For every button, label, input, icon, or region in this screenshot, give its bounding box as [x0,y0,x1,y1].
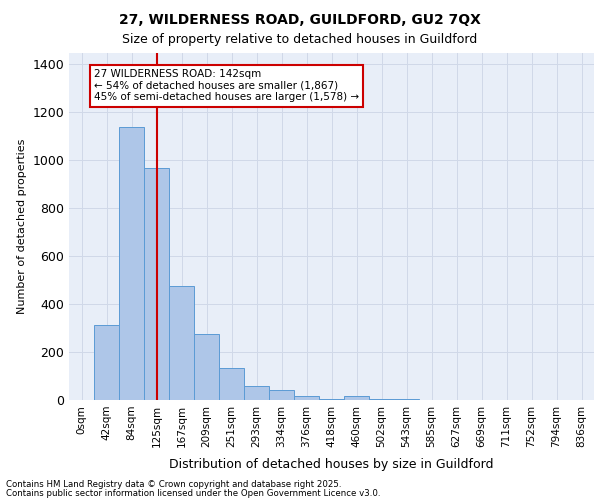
Bar [244,386,269,400]
Bar [319,399,344,400]
Text: 27 WILDERNESS ROAD: 142sqm
← 54% of detached houses are smaller (1,867)
45% of s: 27 WILDERNESS ROAD: 142sqm ← 54% of deta… [94,70,359,102]
Bar [219,368,244,400]
Bar [169,286,194,400]
Text: Size of property relative to detached houses in Guildford: Size of property relative to detached ho… [122,32,478,46]
Bar [119,127,144,400]
Bar [269,390,294,400]
Bar [294,396,319,400]
Text: Contains public sector information licensed under the Open Government Licence v3: Contains public sector information licen… [6,488,380,498]
Bar [394,399,419,400]
Y-axis label: Number of detached properties: Number of detached properties [17,138,27,314]
Bar [369,399,394,400]
Bar [194,334,219,400]
Text: Contains HM Land Registry data © Crown copyright and database right 2025.: Contains HM Land Registry data © Crown c… [6,480,341,489]
Text: 27, WILDERNESS ROAD, GUILDFORD, GU2 7QX: 27, WILDERNESS ROAD, GUILDFORD, GU2 7QX [119,12,481,26]
Bar [344,396,369,400]
Bar [94,324,119,400]
X-axis label: Distribution of detached houses by size in Guildford: Distribution of detached houses by size … [169,458,494,471]
Bar [144,168,169,400]
